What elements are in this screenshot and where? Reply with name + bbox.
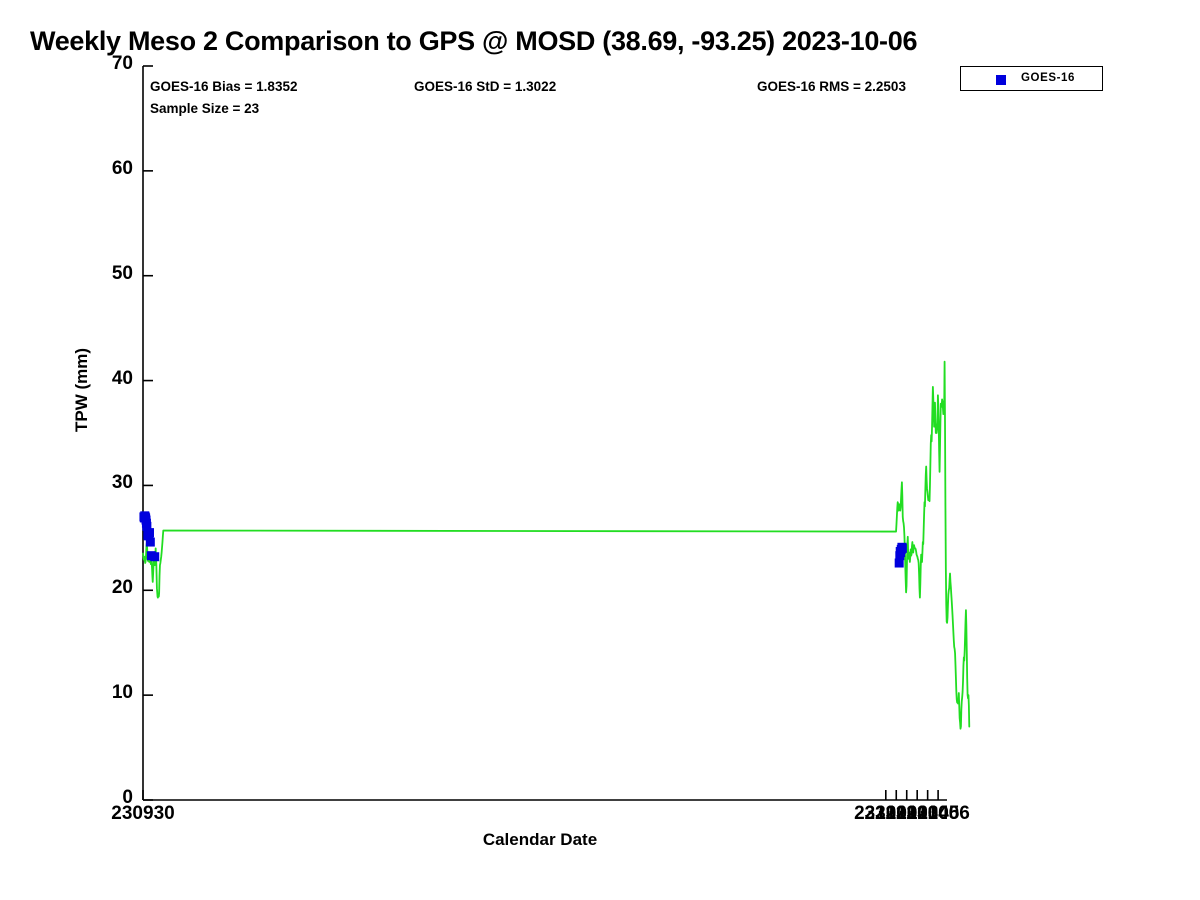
stat-sample-size-label: Sample Size = 23 [150, 101, 260, 116]
stat-rms-label: GOES-16 RMS = 2.2503 [757, 79, 906, 94]
x-tick-label: 231001 [854, 803, 918, 824]
series-line-gps [142, 360, 971, 730]
stat-bias-label: GOES-16 Bias = 1.8352 [150, 79, 298, 94]
y-tick-label: 40 [111, 367, 133, 389]
series-markers-goes16 [139, 511, 907, 568]
x-tick-label: 231005 [895, 803, 960, 824]
y-tick-label: 30 [111, 472, 133, 494]
y-tick-label: 70 [111, 53, 133, 74]
data-series [139, 360, 971, 730]
y-tick-label: 0 [122, 787, 133, 808]
x-axis-title: Calendar Date [482, 830, 598, 849]
x-tick-label: 231004 [885, 803, 949, 824]
x-tick-label: 231002 [864, 803, 928, 824]
x-tick-label: 231006 [906, 803, 970, 824]
legend-label-goes16: GOES-16 [1021, 72, 1076, 84]
legend[interactable]: GOES-16 [960, 66, 1103, 91]
x-tick-label: 230930 [111, 803, 175, 824]
legend-swatch-goes16 [996, 75, 1006, 85]
y-tick-label: 60 [111, 157, 133, 179]
axes [142, 65, 947, 801]
y-tick-label: 20 [111, 577, 133, 599]
stat-std-label: GOES-16 StD = 1.3022 [414, 79, 557, 94]
y-tick-label: 50 [111, 262, 133, 284]
x-tick-label: 231003 [875, 803, 939, 824]
chart-title: Weekly Meso 2 Comparison to GPS @ MOSD (… [30, 26, 918, 56]
y-tick-label: 10 [111, 682, 133, 704]
